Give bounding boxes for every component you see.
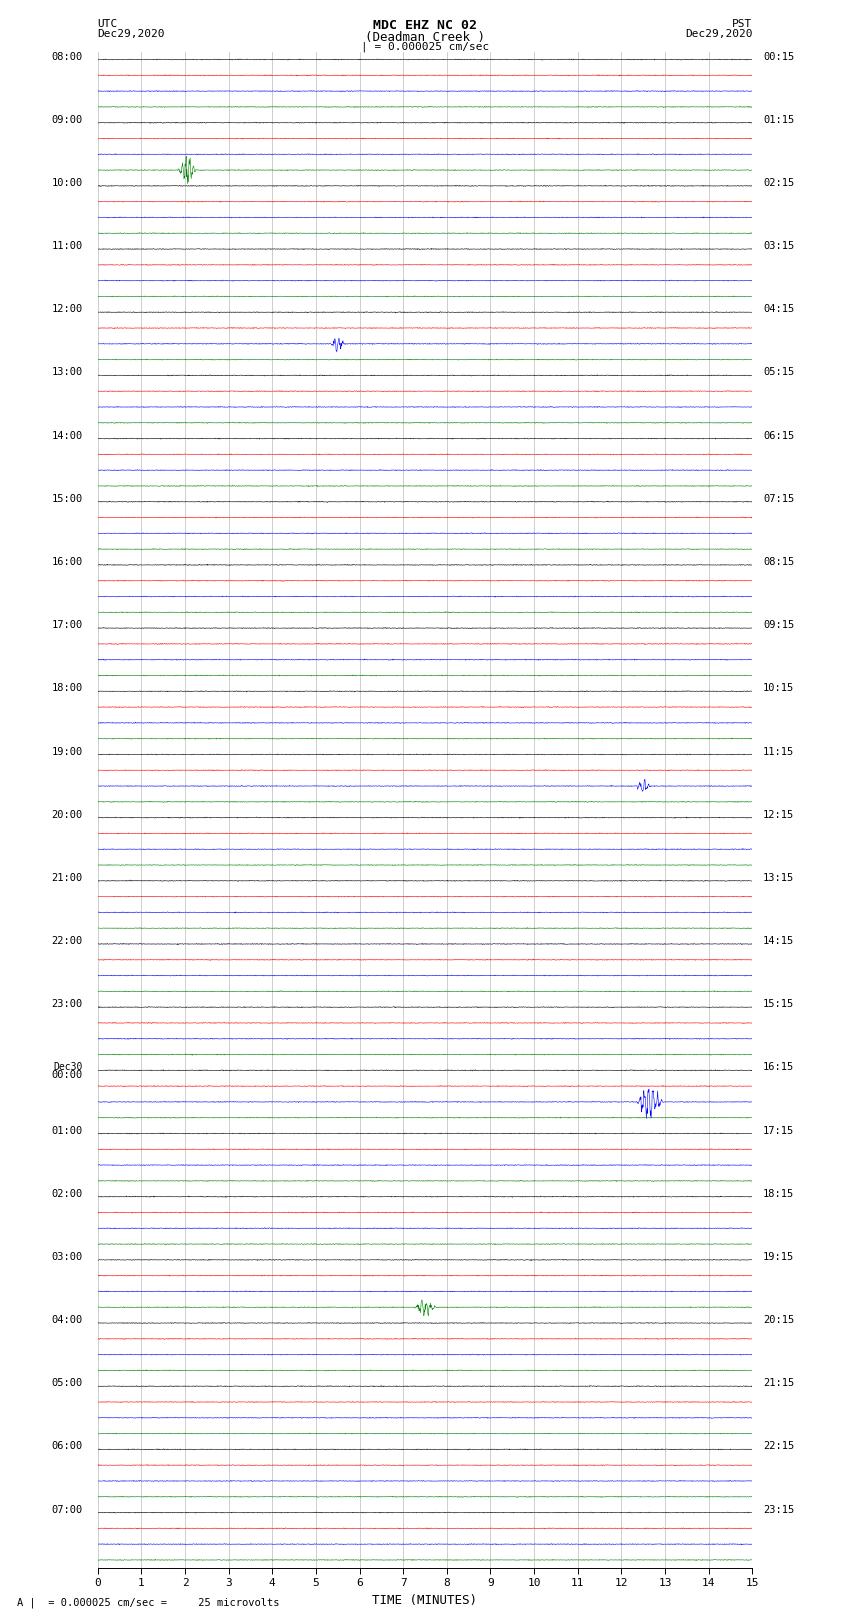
Text: 23:15: 23:15 bbox=[763, 1505, 795, 1515]
Text: 15:15: 15:15 bbox=[763, 1000, 795, 1010]
Text: 12:00: 12:00 bbox=[51, 305, 82, 315]
Text: PST: PST bbox=[732, 19, 752, 29]
Text: 02:15: 02:15 bbox=[763, 177, 795, 189]
Text: 10:00: 10:00 bbox=[51, 177, 82, 189]
Text: 06:15: 06:15 bbox=[763, 431, 795, 440]
Text: 19:15: 19:15 bbox=[763, 1252, 795, 1261]
Text: 18:15: 18:15 bbox=[763, 1189, 795, 1198]
Text: 12:15: 12:15 bbox=[763, 810, 795, 819]
Text: 10:15: 10:15 bbox=[763, 684, 795, 694]
Text: Dec30: Dec30 bbox=[53, 1061, 82, 1071]
Text: 00:00: 00:00 bbox=[51, 1069, 82, 1079]
Text: 08:00: 08:00 bbox=[51, 52, 82, 61]
Text: 16:00: 16:00 bbox=[51, 556, 82, 568]
Text: 03:00: 03:00 bbox=[51, 1252, 82, 1261]
Text: UTC: UTC bbox=[98, 19, 118, 29]
Text: (Deadman Creek ): (Deadman Creek ) bbox=[365, 31, 485, 44]
Text: 23:00: 23:00 bbox=[51, 1000, 82, 1010]
Text: 19:00: 19:00 bbox=[51, 747, 82, 756]
Text: 00:15: 00:15 bbox=[763, 52, 795, 61]
Text: 01:15: 01:15 bbox=[763, 115, 795, 124]
Text: Dec29,2020: Dec29,2020 bbox=[98, 29, 165, 39]
Text: 11:15: 11:15 bbox=[763, 747, 795, 756]
Text: 13:00: 13:00 bbox=[51, 368, 82, 377]
Text: 20:00: 20:00 bbox=[51, 810, 82, 819]
Text: 04:00: 04:00 bbox=[51, 1315, 82, 1326]
Text: 11:00: 11:00 bbox=[51, 242, 82, 252]
Text: 03:15: 03:15 bbox=[763, 242, 795, 252]
Text: 13:15: 13:15 bbox=[763, 873, 795, 882]
Text: 16:15: 16:15 bbox=[763, 1063, 795, 1073]
Text: 09:00: 09:00 bbox=[51, 115, 82, 124]
Text: 22:15: 22:15 bbox=[763, 1442, 795, 1452]
Text: Dec29,2020: Dec29,2020 bbox=[685, 29, 752, 39]
Text: A |  = 0.000025 cm/sec =     25 microvolts: A | = 0.000025 cm/sec = 25 microvolts bbox=[17, 1597, 280, 1608]
Text: 01:00: 01:00 bbox=[51, 1126, 82, 1136]
Text: 22:00: 22:00 bbox=[51, 936, 82, 947]
Text: 02:00: 02:00 bbox=[51, 1189, 82, 1198]
Text: 09:15: 09:15 bbox=[763, 621, 795, 631]
Text: MDC EHZ NC 02: MDC EHZ NC 02 bbox=[373, 19, 477, 32]
Text: 14:00: 14:00 bbox=[51, 431, 82, 440]
Text: 05:00: 05:00 bbox=[51, 1378, 82, 1389]
Text: | = 0.000025 cm/sec: | = 0.000025 cm/sec bbox=[361, 42, 489, 53]
Text: 21:15: 21:15 bbox=[763, 1378, 795, 1389]
Text: 14:15: 14:15 bbox=[763, 936, 795, 947]
X-axis label: TIME (MINUTES): TIME (MINUTES) bbox=[372, 1594, 478, 1607]
Text: 06:00: 06:00 bbox=[51, 1442, 82, 1452]
Text: 08:15: 08:15 bbox=[763, 556, 795, 568]
Text: 04:15: 04:15 bbox=[763, 305, 795, 315]
Text: 07:15: 07:15 bbox=[763, 494, 795, 503]
Text: 07:00: 07:00 bbox=[51, 1505, 82, 1515]
Text: 20:15: 20:15 bbox=[763, 1315, 795, 1326]
Text: 15:00: 15:00 bbox=[51, 494, 82, 503]
Text: 18:00: 18:00 bbox=[51, 684, 82, 694]
Text: 17:00: 17:00 bbox=[51, 621, 82, 631]
Text: 05:15: 05:15 bbox=[763, 368, 795, 377]
Text: 21:00: 21:00 bbox=[51, 873, 82, 882]
Text: 17:15: 17:15 bbox=[763, 1126, 795, 1136]
